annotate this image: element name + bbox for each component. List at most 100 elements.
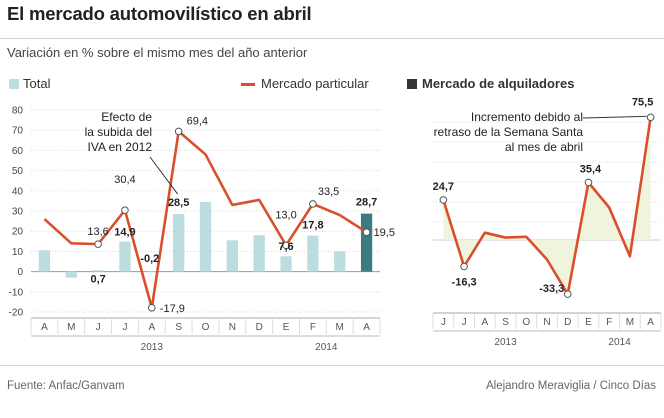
source-note: Fuente: Anfac/Ganvam [7,380,125,392]
bar-value-label: -0,2 [140,253,159,265]
line-point-marker [362,228,371,237]
rental-value-label: -16,3 [452,276,477,288]
credit-note: Alejandro Meraviglia / Cinco Días [485,380,656,392]
line-point-marker [460,262,468,271]
annotation-text: IVA en 2012 [88,140,153,154]
bar-value-label: 28,7 [356,197,377,209]
x-tick-label: F [606,317,612,328]
x-tick-label: N [229,322,236,333]
legend-rental-label: Mercado de alquiladores [422,76,575,91]
footer-divider [0,365,664,366]
line-value-label: 19,5 [374,227,395,239]
line-value-label: 69,4 [187,115,208,127]
bar-total [253,235,265,272]
bar-total [146,271,158,273]
year-label: 2013 [141,342,164,353]
line-value-label: -17,9 [160,303,185,315]
annotation-text: Incremento debido al [471,110,583,124]
x-tick-label: A [41,322,48,333]
x-tick-label: M [626,317,634,328]
line-point-marker [563,290,572,298]
line-point-marker [174,127,183,136]
x-tick-label: J [462,317,467,328]
bar-total [334,251,346,272]
x-tick-label: A [363,322,370,333]
chart-title: El mercado automovilístico en abril [7,3,312,24]
x-tick-label: A [148,322,155,333]
x-tick-label: J [441,317,446,328]
legend-total-swatch [9,79,19,89]
x-tick-label: O [202,322,210,333]
y-tick-label: 30 [12,207,24,218]
x-tick-label: J [122,322,127,333]
bar-value-label: 7,6 [278,241,293,253]
line-point-marker [584,178,593,187]
line-value-label: 33,5 [318,186,339,198]
bar-total [360,213,373,272]
annotation-text: la subida del [85,125,152,139]
year-label: 2014 [608,337,631,348]
bar-value-label: 17,8 [302,220,323,232]
rental-value-label: 24,7 [433,181,454,193]
bar-total [119,241,131,272]
legend-particular-swatch [241,83,255,86]
legend-particular-label: Mercado particular [261,76,369,91]
x-tick-label: E [585,317,592,328]
y-tick-label: 60 [12,146,24,157]
rental-value-label: -33,3 [539,283,564,295]
annotation-text: retraso de la Semana Santa [434,125,584,139]
year-label: 2014 [315,342,338,353]
x-tick-label: F [310,322,316,333]
annotation-text: al mes de abril [505,140,583,154]
year-label: 2013 [494,337,517,348]
bar-total [226,240,238,272]
line-value-label: 13,0 [275,209,296,221]
y-tick-label: 20 [12,227,24,238]
x-tick-label: O [522,317,530,328]
line-point-marker [121,206,129,214]
line-point-marker [309,200,317,208]
x-tick-label: J [96,322,101,333]
y-tick-label: 40 [12,186,24,197]
y-tick-label: 80 [12,106,24,117]
bar-total [92,270,104,272]
line-point-marker [646,113,655,122]
bar-total [173,214,185,272]
x-tick-label: N [543,317,550,328]
line-point-marker [439,196,448,204]
bar-value-label: 14,9 [114,227,135,239]
bar-value-label: 28,5 [168,197,189,209]
legend-rental-swatch [407,79,417,89]
line-value-label: 30,4 [114,174,135,186]
line-point-marker [282,241,290,250]
bar-value-label: 0,7 [90,274,105,286]
line-rental [442,117,652,296]
y-tick-label: 70 [12,126,24,137]
y-tick-label: 10 [12,247,24,258]
x-tick-label: M [67,322,75,333]
rental-value-label: 75,5 [632,96,653,108]
legend-total-label: Total [23,76,51,91]
bar-total [65,271,77,278]
x-tick-label: S [175,322,182,333]
annotation-leader [582,115,647,119]
x-tick-label: E [283,322,290,333]
x-tick-label: A [647,317,654,328]
x-tick-label: D [564,317,571,328]
line-value-label: 13,6 [87,226,108,238]
title-divider [0,38,664,39]
y-tick-label: -10 [9,287,24,298]
x-tick-label: M [336,322,344,333]
chart-subtitle: Variación en % sobre el mismo mes del añ… [7,45,308,60]
y-tick-label: 50 [12,166,24,177]
annotation-leader [149,156,179,195]
bar-total [199,201,212,272]
bar-total [280,256,292,272]
x-tick-label: A [481,317,488,328]
x-tick-label: S [502,317,509,328]
y-tick-label: 0 [17,267,23,278]
rental-value-label: 35,4 [580,163,602,175]
y-tick-label: -20 [9,308,24,319]
bar-total [38,250,51,272]
